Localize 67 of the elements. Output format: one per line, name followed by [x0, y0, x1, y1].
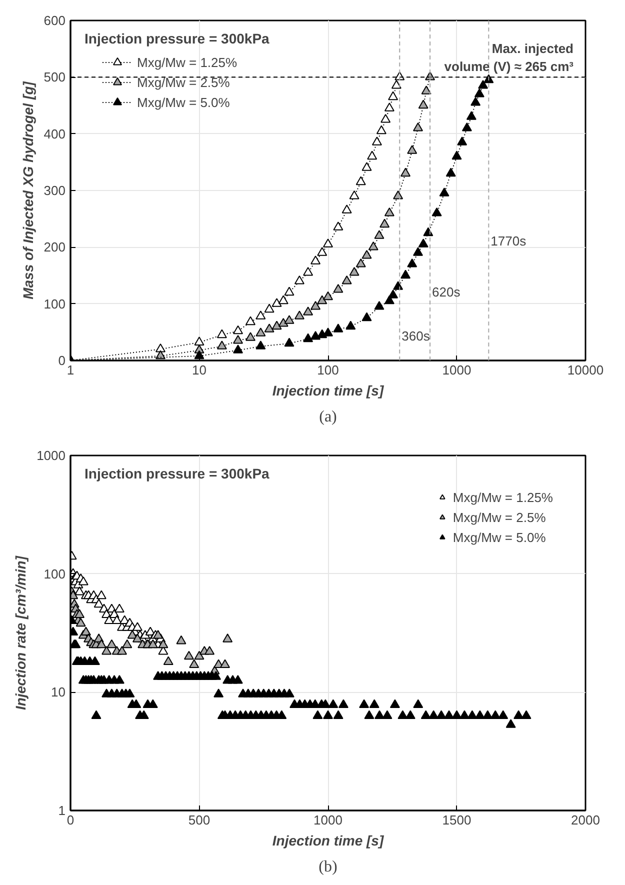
point — [189, 659, 200, 668]
y-tick-label: 100 — [44, 296, 66, 312]
x-axis-title: Injection time [s] — [272, 832, 385, 848]
point — [194, 650, 204, 660]
y-tick-label: 100 — [44, 566, 66, 582]
ref-line-label: 360s — [402, 328, 430, 344]
point — [117, 646, 127, 655]
point — [204, 646, 215, 655]
y-tick-label: 1 — [58, 803, 66, 818]
text: (a) — [319, 408, 337, 426]
y-tick-label: 200 — [44, 240, 66, 255]
y-tick-label: 10 — [51, 684, 66, 700]
point — [106, 639, 117, 648]
annotation: Injection pressure = 300kPa — [84, 466, 270, 482]
legend-label: Mxg/Mw = 2.5% — [452, 510, 546, 524]
point — [112, 615, 122, 624]
y-tick-label: 500 — [44, 70, 66, 85]
point — [148, 639, 158, 648]
point — [163, 656, 174, 666]
legend-label: Mxg/Mw = 5.0% — [452, 530, 546, 544]
point — [96, 590, 106, 600]
point — [114, 604, 124, 613]
ref-line-label: 1770s — [490, 233, 527, 248]
point — [74, 586, 85, 596]
point — [184, 650, 194, 660]
legend-label: Mxg/Mw = 2.5% — [137, 74, 230, 90]
point — [140, 630, 150, 639]
point — [153, 630, 164, 639]
x-tick-label: 10 — [192, 362, 206, 378]
point — [74, 609, 85, 618]
point — [132, 634, 142, 642]
legend-label: Mxg/Mw = 1.25% — [137, 54, 238, 70]
annotation: Injection pressure = 300kPa — [84, 30, 270, 46]
ref-line-label: 620s — [432, 284, 461, 300]
x-tick-label: 500 — [188, 812, 210, 828]
x-tick-label: 1500 — [442, 812, 472, 828]
point — [222, 634, 233, 642]
y-tick-label: 1000 — [36, 448, 66, 463]
point — [80, 626, 91, 636]
text: (b) — [318, 858, 338, 876]
y-axis-title: Mass of Injected XG hydrogel [g] — [20, 80, 36, 300]
y-tick-label: 0 — [58, 353, 66, 368]
point — [94, 598, 104, 608]
x-tick-label: 1000 — [314, 812, 342, 828]
point — [104, 615, 114, 624]
point — [102, 646, 112, 655]
y-tick-label: 600 — [44, 13, 66, 28]
point — [76, 618, 86, 627]
ref-line-label: Max. injected volume (V) ≈ 265 cm³ — [444, 41, 574, 74]
point — [78, 576, 88, 586]
x-tick-label: 1000 — [442, 362, 472, 378]
y-axis-title: Injection rate [cm³/min] — [12, 554, 29, 710]
x-tick-label: 2000 — [571, 812, 600, 828]
x-tick-label: 100 — [317, 362, 339, 378]
point — [176, 635, 186, 644]
point — [96, 639, 106, 648]
y-tick-label: 300 — [44, 183, 66, 198]
legend-label: Mxg/Mw = 5.0% — [137, 94, 230, 110]
point — [132, 622, 142, 631]
point — [122, 639, 132, 648]
point — [158, 639, 168, 648]
x-tick-label: 10000 — [567, 362, 604, 378]
y-tick-label: 400 — [44, 126, 66, 142]
legend-label: Mxg/Mw = 1.25% — [452, 490, 553, 504]
x-axis-title: Injection time [s] — [272, 382, 385, 398]
point — [127, 630, 138, 639]
point — [220, 659, 230, 668]
